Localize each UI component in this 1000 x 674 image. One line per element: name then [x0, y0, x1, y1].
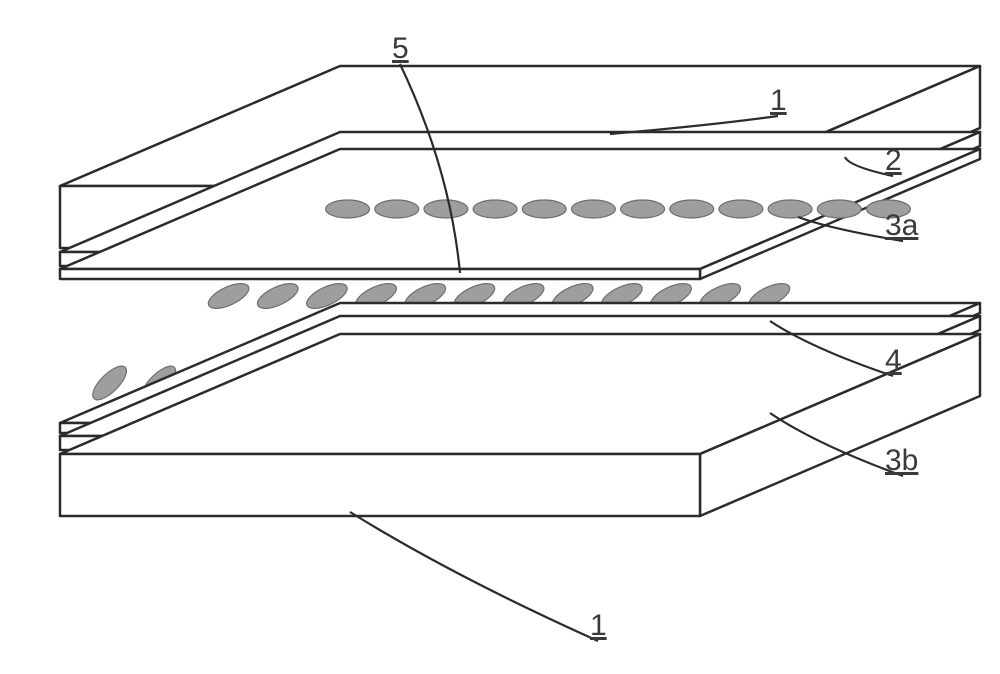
callout-label: 1: [770, 84, 787, 117]
leader-line: [350, 512, 598, 641]
layered-diagram: 5 1 2 3a 4 3b 1: [0, 0, 1000, 674]
callout-label: 2: [885, 144, 902, 177]
callout-label: 4: [885, 344, 902, 377]
callout-label: 5: [392, 32, 409, 65]
callout-label: 3b: [885, 444, 918, 477]
callout-label: 3a: [885, 209, 919, 242]
callout-label: 1: [590, 609, 607, 642]
